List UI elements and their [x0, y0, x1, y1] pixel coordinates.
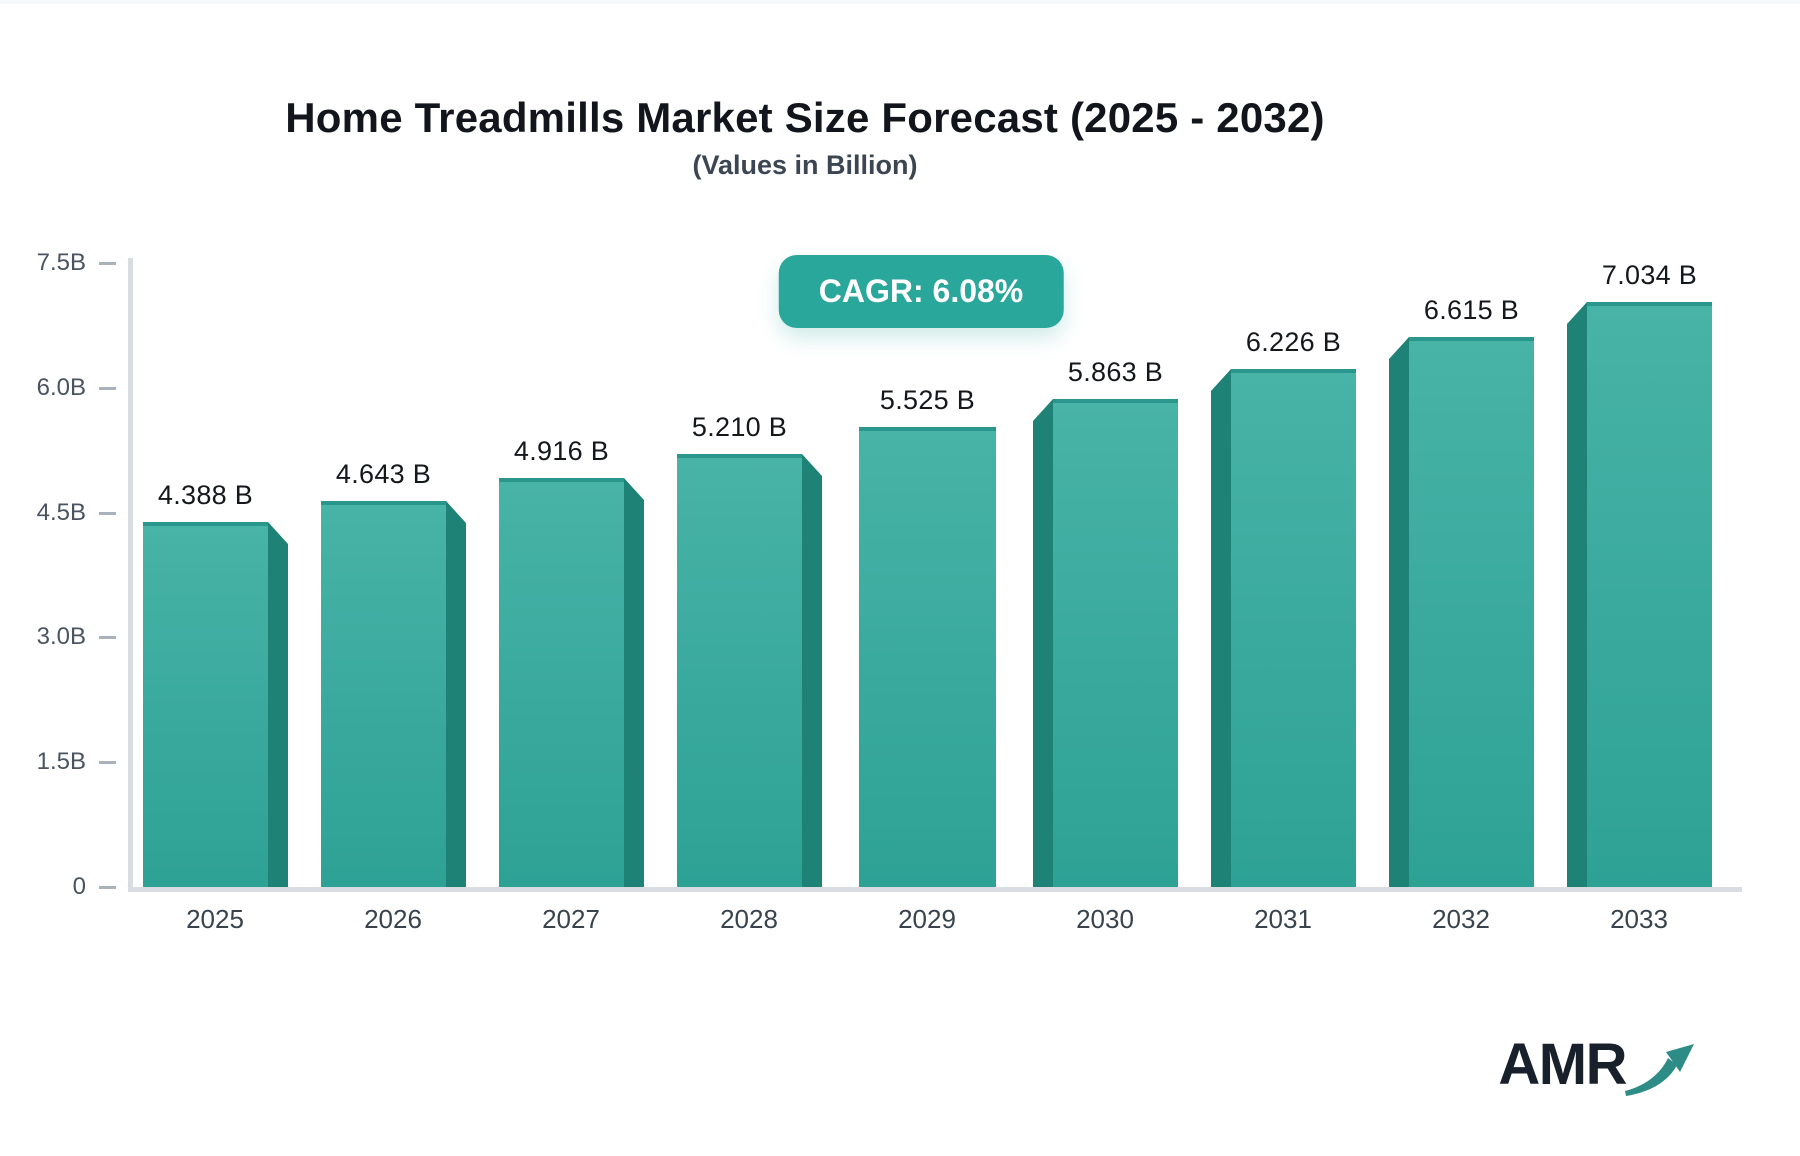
y-axis-tick-mark: [99, 636, 116, 640]
bar-face-2028: [677, 454, 802, 887]
bar-group-2032: [1389, 337, 1534, 887]
bar-group-2033: [1567, 302, 1712, 887]
x-axis-label-2028: 2028: [720, 904, 778, 934]
y-axis-tick-mark: [99, 511, 116, 515]
chart-title: Home Treadmills Market Size Forecast (20…: [285, 94, 1325, 141]
x-axis-label-2027: 2027: [542, 904, 600, 934]
y-axis-tick-label: 7.5B: [36, 249, 86, 276]
bar-side-2025: [268, 522, 288, 887]
x-axis-label-2030: 2030: [1076, 904, 1134, 934]
bar-value-label-2027: 4.916 B: [513, 436, 610, 466]
x-axis-label-2032: 2032: [1432, 904, 1490, 934]
x-axis-label-2033: 2033: [1610, 904, 1668, 934]
bar-face-2030: [1053, 399, 1178, 887]
bar-side-2033: [1567, 302, 1587, 887]
y-axis-tick-mark: [99, 386, 116, 390]
y-axis-tick-label: 4.5B: [36, 498, 86, 526]
bar-face-2033: [1587, 302, 1712, 887]
bar-face-2031: [1231, 369, 1356, 887]
bar-group-2027: [499, 478, 644, 887]
bar-value-label-2032: 6.615 B: [1423, 295, 1520, 325]
x-axis-label-2026: 2026: [364, 904, 422, 934]
y-axis-tick-mark: [99, 886, 116, 889]
bar-value-label-2033: 7.034 B: [1601, 260, 1698, 290]
bar-group-2028: [677, 454, 822, 887]
y-axis-tick-mark: [99, 262, 116, 265]
bar-side-2026: [446, 501, 466, 887]
x-axis-label-2031: 2031: [1254, 904, 1312, 934]
bar-value-label-2025: 4.388 B: [157, 480, 254, 510]
bar-side-2032: [1389, 337, 1409, 887]
bar-group-2029: [859, 427, 996, 887]
bar-group-2026: [321, 501, 466, 887]
bar-side-2031: [1211, 369, 1231, 887]
y-axis-tick-label: 0: [72, 873, 86, 900]
y-axis-tick-label: 6.0B: [36, 373, 86, 401]
bar-value-label-2028: 5.210 B: [691, 412, 788, 442]
chart-subtitle: (Values in Billion): [692, 150, 918, 180]
x-axis-label-2029: 2029: [898, 904, 956, 934]
cagr-badge: CAGR: 6.08%: [778, 255, 1064, 328]
bar-value-label-2026: 4.643 B: [335, 459, 432, 489]
bar-side-2027: [624, 478, 644, 887]
bar-value-label-2030: 5.863 B: [1067, 357, 1164, 387]
bar-value-label-2029: 5.525 B: [879, 385, 976, 415]
bar-face-2032: [1409, 337, 1534, 887]
trend-up-arrow-icon: [1622, 1038, 1700, 1107]
bar-side-2028: [802, 454, 822, 887]
bar-face-2027: [499, 478, 624, 887]
y-axis-line: [128, 258, 133, 890]
y-axis-tick-label: 3.0B: [36, 623, 86, 651]
x-axis-line: [128, 887, 1742, 892]
y-axis-tick-mark: [99, 761, 116, 765]
bar-value-label-2031: 6.226 B: [1245, 327, 1342, 357]
bar-face-2025: [143, 522, 268, 887]
y-axis-tick-label: 1.5B: [36, 748, 86, 776]
bar-group-2030: [1033, 399, 1178, 887]
bar-side-2030: [1033, 399, 1053, 887]
amr-logo-text: AMR: [1498, 1032, 1627, 1097]
x-axis-label-2025: 2025: [186, 904, 244, 934]
bar-group-2031: [1211, 369, 1356, 887]
amr-logo: AMR: [1498, 1036, 1700, 1107]
bar-face-2029: [859, 427, 996, 887]
bar-face-2026: [321, 501, 446, 887]
top-border-strip: [0, 0, 1800, 4]
bar-group-2025: [143, 522, 288, 887]
